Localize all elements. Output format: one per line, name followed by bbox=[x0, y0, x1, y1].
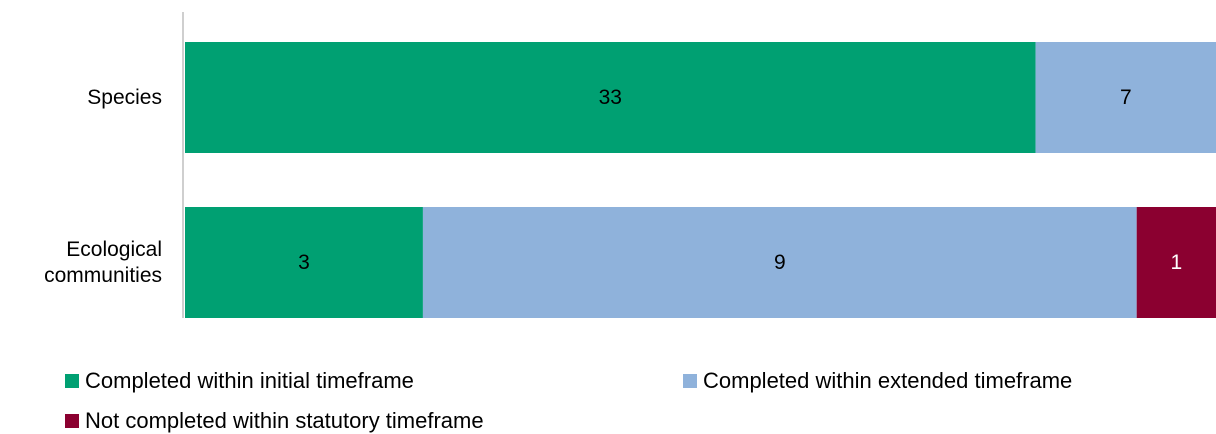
data-label: 9 bbox=[774, 251, 786, 274]
bar-segment bbox=[185, 42, 1036, 153]
bar-segment bbox=[422, 207, 1137, 318]
data-label: 3 bbox=[298, 251, 310, 274]
legend-swatch bbox=[65, 374, 79, 388]
y-tick-label: Species bbox=[87, 85, 162, 109]
legend-item: Completed within extended timeframe bbox=[683, 368, 1072, 394]
data-label: 33 bbox=[599, 86, 622, 109]
data-label: 7 bbox=[1120, 86, 1132, 109]
legend-swatch bbox=[683, 374, 697, 388]
legend-item: Completed within initial timeframe bbox=[65, 368, 414, 394]
data-label: 1 bbox=[1171, 251, 1183, 274]
bar-segment bbox=[185, 207, 423, 318]
legend-swatch bbox=[65, 414, 79, 428]
legend-label: Not completed within statutory timeframe bbox=[85, 408, 484, 433]
y-tick-label: Ecological communities bbox=[44, 237, 162, 287]
bar-segment bbox=[1136, 207, 1216, 318]
legend-item: Not completed within statutory timeframe bbox=[65, 408, 484, 434]
legend-label: Completed within initial timeframe bbox=[85, 368, 414, 393]
bar-segment bbox=[1035, 42, 1216, 153]
legend-label: Completed within extended timeframe bbox=[703, 368, 1073, 393]
